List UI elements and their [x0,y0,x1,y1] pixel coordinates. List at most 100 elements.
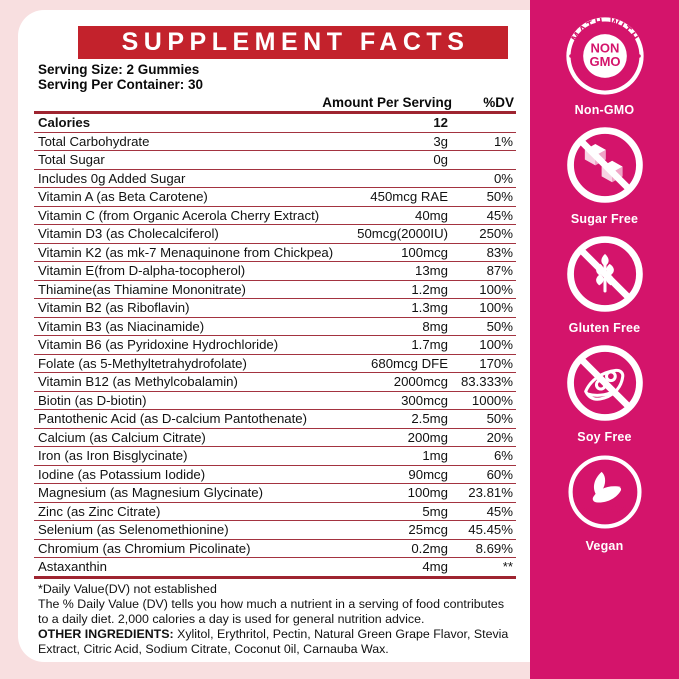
nutrient-daily-value: 20% [454,427,516,447]
serving-size: Serving Size: 2 Gummies [38,62,200,77]
nutrient-amount [326,168,454,188]
nutrient-daily-value: 60% [454,464,516,484]
table-row: Folate (as 5-Methyltetrahydrofolate) 680m… [34,353,516,373]
serving-per-container: Serving Per Container: 30 [38,76,204,92]
nutrient-daily-value: 83.333% [454,372,516,391]
other-ingredients: OTHER INGREDIENTS: Xylitol, Erythritol, … [38,627,512,657]
table-row: Iodine (as Potassium Iodide) 90mcg 60% [34,464,516,484]
certification-sidebar: MATH WITH INGREDIENTS NON GMO Non-GMO Su… [530,0,679,679]
vegan-leaf-icon: VEGAN [563,450,647,534]
certification-badge: MATH WITH INGREDIENTS NON GMO Non-GMO [563,14,647,117]
nutrient-amount: 1.7mg [326,335,454,354]
nutrient-amount: 1mg [326,446,454,465]
table-row: Vitamin K2 (as mk-7 Menaquinone from Chi… [34,242,516,262]
nutrient-name: Vitamin B12 (as Methylcobalamin) [34,372,326,391]
nutrient-amount: 0g [326,150,454,169]
svg-text:VEGAN: VEGAN [581,503,628,517]
table-row: Vitamin B2 (as Riboflavin) 1.3mg 100% [34,298,516,317]
nutrition-table: Calories 12 Total Carbohydrate 3g 1% Total Su… [34,111,516,579]
nutrient-name: Total Sugar [34,150,326,169]
page-title: SUPPLEMENT FACTS [121,28,470,56]
nutrient-name: Vitamin B6 (as Pyridoxine Hydrochloride) [34,335,326,354]
table-row: Magnesium (as Magnesium Glycinate) 100mg 2… [34,483,516,502]
nutrient-amount: 90mcg [326,464,454,484]
badge-label: Vegan [585,539,624,553]
nutrient-daily-value: 50% [454,316,516,336]
nutrient-amount: 200mg [326,427,454,447]
nutrient-daily-value: 1% [454,131,516,151]
column-header-amount: Amount Per Serving [322,95,452,110]
table-row: Thiamine(as Thiamine Mononitrate) 1.2mg 10… [34,279,516,299]
table-row: Vitamin B3 (as Niacinamide) 8mg 50% [34,316,516,336]
nutrient-amount: 3g [326,131,454,151]
nutrient-daily-value: 8.69% [454,538,516,558]
nutrient-name: Folate (as 5-Methyltetrahydrofolate) [34,353,326,373]
nutrient-name: Total Carbohydrate [34,131,326,151]
nutrient-amount: 1.3mg [326,298,454,317]
nutrient-name: Vitamin K2 (as mk-7 Menaquinone from Chi… [34,242,333,262]
nutrient-name: Thiamine(as Thiamine Mononitrate) [34,279,326,299]
nutrient-daily-value: 100% [454,298,516,317]
nutrient-name: Vitamin E(from D-alpha-tocopherol) [34,261,326,280]
nutrient-daily-value: 100% [454,279,516,299]
table-row: Vitamin B6 (as Pyridoxine Hydrochloride)… [34,335,516,354]
certification-badge: VEGAN Vegan [563,450,647,553]
nutrient-name: Biotin (as D-biotin) [34,390,326,410]
table-row: Biotin (as D-biotin) 300mcg 1000% [34,390,516,410]
certification-badge: Sugar Free [563,123,647,226]
nutrient-name: Chromium (as Chromium Picolinate) [34,538,326,558]
nutrient-name: Iodine (as Potassium Iodide) [34,464,326,484]
supplement-facts-header: SUPPLEMENT FACTS [78,26,508,59]
nutrient-name: Astaxanthin [34,557,326,579]
table-row: Vitamin C (from Organic Acerola Cherry E… [34,205,516,225]
nutrient-amount: 100mg [326,483,454,502]
footnotes: *Daily Value(DV) not established The % D… [34,579,516,657]
facts-card: SUPPLEMENT FACTS Serving Size: 2 Gummies… [18,10,530,662]
no-wheat-icon [563,232,647,316]
nutrient-daily-value: 0% [454,168,516,188]
certification-badge: Soy Free [563,341,647,444]
footnote-daily-value: The % Daily Value (DV) tells you how muc… [38,596,505,626]
footnote-dv-not-established: *Daily Value(DV) not established [38,581,217,596]
nutrient-amount: 100mcg [326,242,454,262]
nutrient-amount: 1.2mg [326,279,454,299]
badge-label: Gluten Free [568,321,641,335]
nutrient-name: Zinc (as Zinc Citrate) [34,501,326,521]
nutrient-amount: 8mg [326,316,454,336]
nutrient-amount: 450mcg RAE [326,187,454,206]
table-row: Vitamin B12 (as Methylcobalamin) 2000mcg 8… [34,372,516,391]
nutrient-name: Calories [34,111,326,132]
nutrient-daily-value [454,150,516,169]
svg-text:GMO: GMO [589,54,620,69]
other-ingredients-text: Xylitol, Erythritol, Pectin, Natural Gre… [38,626,509,656]
table-row: Iron (as Iron Bisglycinate) 1mg 6% [34,446,516,465]
nutrient-daily-value: 50% [454,409,516,428]
nutrient-name: Selenium (as Selenomethionine) [34,520,326,539]
table-row: Calories 12 [34,111,516,132]
column-header-dv: %DV [483,95,514,110]
nutrient-name: Magnesium (as Magnesium Glycinate) [34,483,326,502]
nutrient-amount: 300mcg [326,390,454,410]
table-row: Zinc (as Zinc Citrate) 5mg 45% [34,501,516,521]
nutrient-amount: 0.2mg [326,538,454,558]
table-row: Includes 0g Added Sugar 0% [34,168,516,188]
table-row: Calcium (as Calcium Citrate) 200mg 20% [34,427,516,447]
nutrient-name: Vitamin B3 (as Niacinamide) [34,316,326,336]
nutrient-daily-value: 83% [454,242,516,262]
serving-info: Serving Size: 2 Gummies Serving Per Cont… [34,62,516,92]
nutrient-name: Vitamin C (from Organic Acerola Cherry E… [34,205,326,225]
table-row: Vitamin A (as Beta Carotene) 450mcg RAE 50… [34,187,516,206]
nutrient-daily-value: 45% [454,501,516,521]
table-row: Selenium (as Selenomethionine) 25mcg 45.45… [34,520,516,539]
nutrient-amount: 4mg [326,557,454,579]
nutrient-amount: 40mg [326,205,454,225]
nutrient-name: Iron (as Iron Bisglycinate) [34,446,326,465]
nutrient-daily-value [454,111,516,132]
nutrient-amount: 680mcg DFE [326,353,454,373]
column-headers: Amount Per Serving %DV [34,93,516,111]
nutrient-amount: 13mg [326,261,454,280]
certification-badge: Gluten Free [563,232,647,335]
other-ingredients-label: OTHER INGREDIENTS: [38,626,174,641]
table-row: Total Sugar 0g [34,150,516,169]
